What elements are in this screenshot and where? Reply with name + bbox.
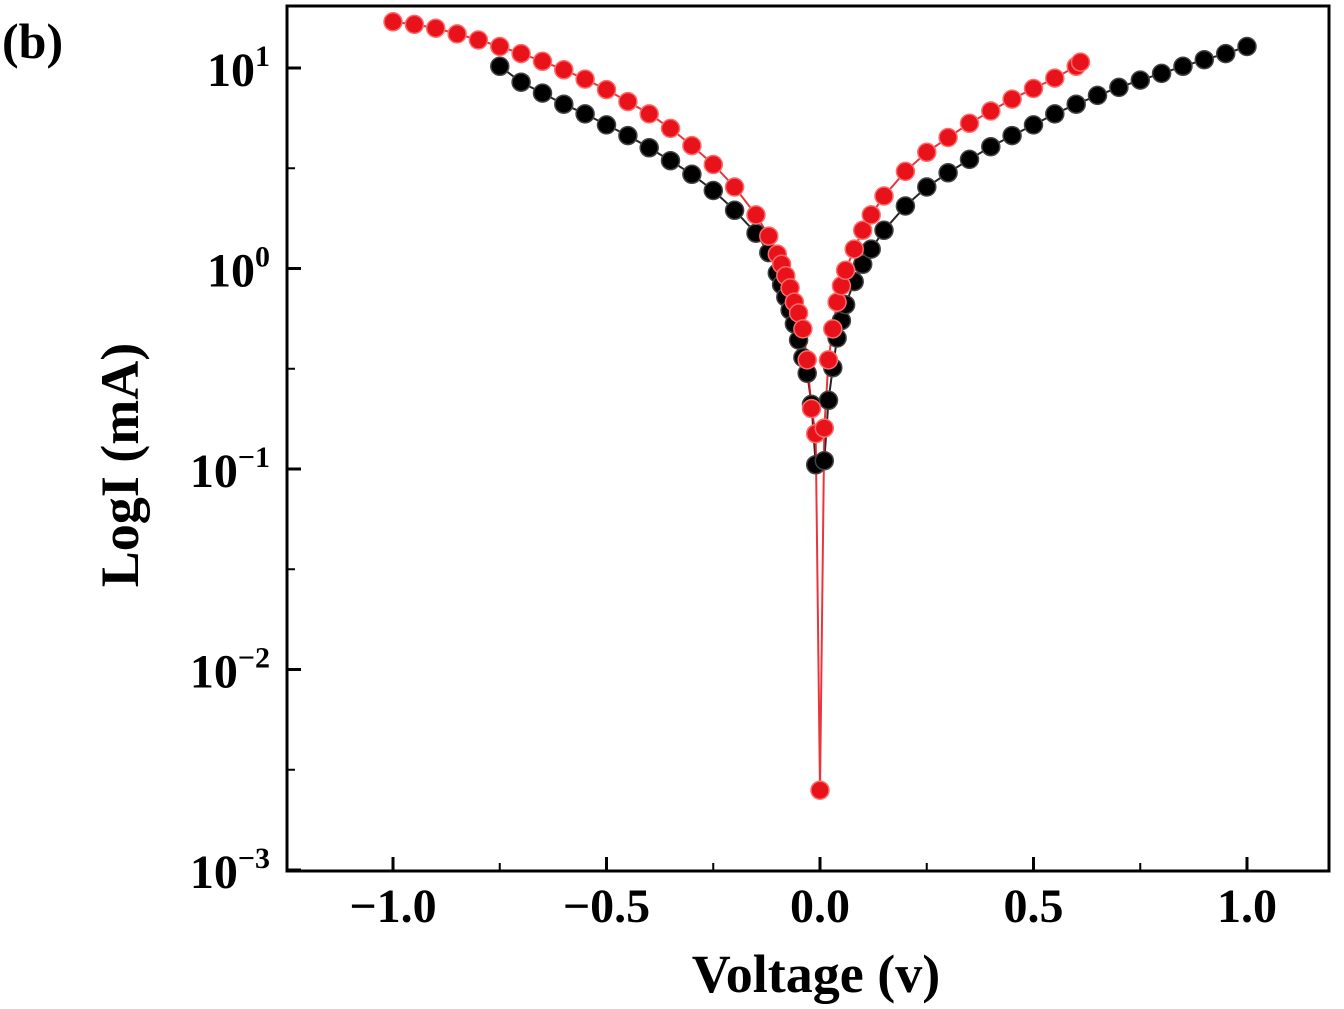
data-point-red xyxy=(810,780,830,800)
data-point-red xyxy=(759,226,779,246)
data-point-red xyxy=(575,69,595,89)
data-point-red xyxy=(861,205,881,225)
data-point-black xyxy=(1002,125,1022,146)
y-tick-label: 101 xyxy=(207,40,270,97)
data-point-red xyxy=(801,398,822,419)
data-point-red xyxy=(917,142,937,163)
x-tick-label: −1.0 xyxy=(349,880,436,933)
data-point-red xyxy=(959,113,980,134)
data-point-black xyxy=(917,177,937,197)
data-point-black xyxy=(852,254,873,275)
data-point-red xyxy=(511,43,531,64)
data-point-red xyxy=(468,30,489,50)
data-point-black xyxy=(554,94,574,114)
data-point-red xyxy=(1023,78,1044,99)
data-point-black xyxy=(639,138,659,158)
data-point-red xyxy=(490,36,510,57)
data-point-black xyxy=(1087,85,1108,106)
data-point-black xyxy=(1194,49,1215,70)
data-point-black xyxy=(1045,104,1065,124)
data-point-black xyxy=(981,136,1001,157)
y-axis-ticks: 101 100 10−1 10−2 10−3 xyxy=(190,40,301,899)
data-point-red xyxy=(788,303,809,323)
data-point-black xyxy=(724,200,745,221)
data-point-red xyxy=(425,18,446,38)
data-point-black xyxy=(682,164,702,185)
data-point-black xyxy=(938,163,958,183)
data-point-black xyxy=(660,150,681,171)
data-point-black xyxy=(814,450,835,471)
x-axis-ticks: −1.0 −0.5 0.0 0.5 1.0 xyxy=(349,857,1277,933)
data-point-red xyxy=(844,239,864,259)
data-point-red xyxy=(532,51,553,72)
data-point-red xyxy=(1002,89,1022,109)
data-point-red xyxy=(874,186,894,206)
x-tick-label: −0.5 xyxy=(563,880,650,933)
data-point-red xyxy=(818,350,839,370)
data-point-red xyxy=(554,60,574,80)
data-point-red xyxy=(793,319,813,339)
data-point-black xyxy=(1109,77,1129,98)
data-point-black xyxy=(1066,94,1086,114)
y-tick-label: 10−1 xyxy=(190,441,270,498)
data-point-red xyxy=(835,260,856,281)
data-point-red xyxy=(383,12,403,32)
data-point-black xyxy=(959,149,980,170)
data-point-black xyxy=(1130,70,1151,90)
plot-frame xyxy=(285,4,1331,873)
data-point-black xyxy=(874,220,894,241)
y-tick-label: 100 xyxy=(207,241,270,298)
data-point-red xyxy=(814,418,835,438)
data-point-red xyxy=(827,292,847,312)
data-point-black xyxy=(511,72,531,92)
data-point-red xyxy=(1045,68,1065,88)
series-points xyxy=(383,12,1257,800)
data-point-black xyxy=(818,390,839,411)
series-line-red xyxy=(392,20,1082,791)
data-point-red xyxy=(1070,52,1091,72)
y-tick-label: 10−3 xyxy=(190,842,270,899)
data-point-black xyxy=(490,56,510,77)
data-point-red xyxy=(703,154,724,175)
data-point-black xyxy=(1237,36,1257,57)
data-point-black xyxy=(596,115,617,135)
data-point-black xyxy=(861,239,881,259)
x-axis-title: Voltage (v) xyxy=(692,944,940,1004)
data-point-red xyxy=(596,79,617,100)
data-point-red xyxy=(981,101,1001,121)
data-point-black xyxy=(618,125,638,146)
data-point-black xyxy=(703,180,724,201)
data-point-red xyxy=(682,135,702,156)
x-tick-label: 0.0 xyxy=(790,880,850,933)
data-point-red xyxy=(823,319,843,339)
data-point-red xyxy=(404,14,425,35)
data-point-red xyxy=(660,118,681,139)
data-point-red xyxy=(618,91,638,112)
data-point-black xyxy=(1173,56,1193,77)
data-point-red xyxy=(938,127,958,148)
data-point-black xyxy=(532,83,553,103)
data-point-black xyxy=(1151,63,1172,84)
data-point-black xyxy=(1023,115,1044,135)
data-point-black xyxy=(575,104,595,124)
data-point-red xyxy=(746,205,766,225)
y-tick-label: 10−2 xyxy=(190,642,270,699)
data-point-red xyxy=(639,104,659,124)
panel-label: (b) xyxy=(2,13,63,69)
data-point-red xyxy=(852,220,873,241)
x-tick-label: 1.0 xyxy=(1217,880,1277,933)
y-axis-title: LogI (mA) xyxy=(90,343,150,587)
data-point-red xyxy=(447,24,467,44)
data-point-red xyxy=(797,350,817,370)
data-point-red xyxy=(895,161,916,182)
data-point-black xyxy=(1215,43,1236,64)
data-point-red xyxy=(724,177,745,197)
data-point-black xyxy=(895,196,916,216)
x-tick-label: 0.5 xyxy=(1004,880,1064,933)
